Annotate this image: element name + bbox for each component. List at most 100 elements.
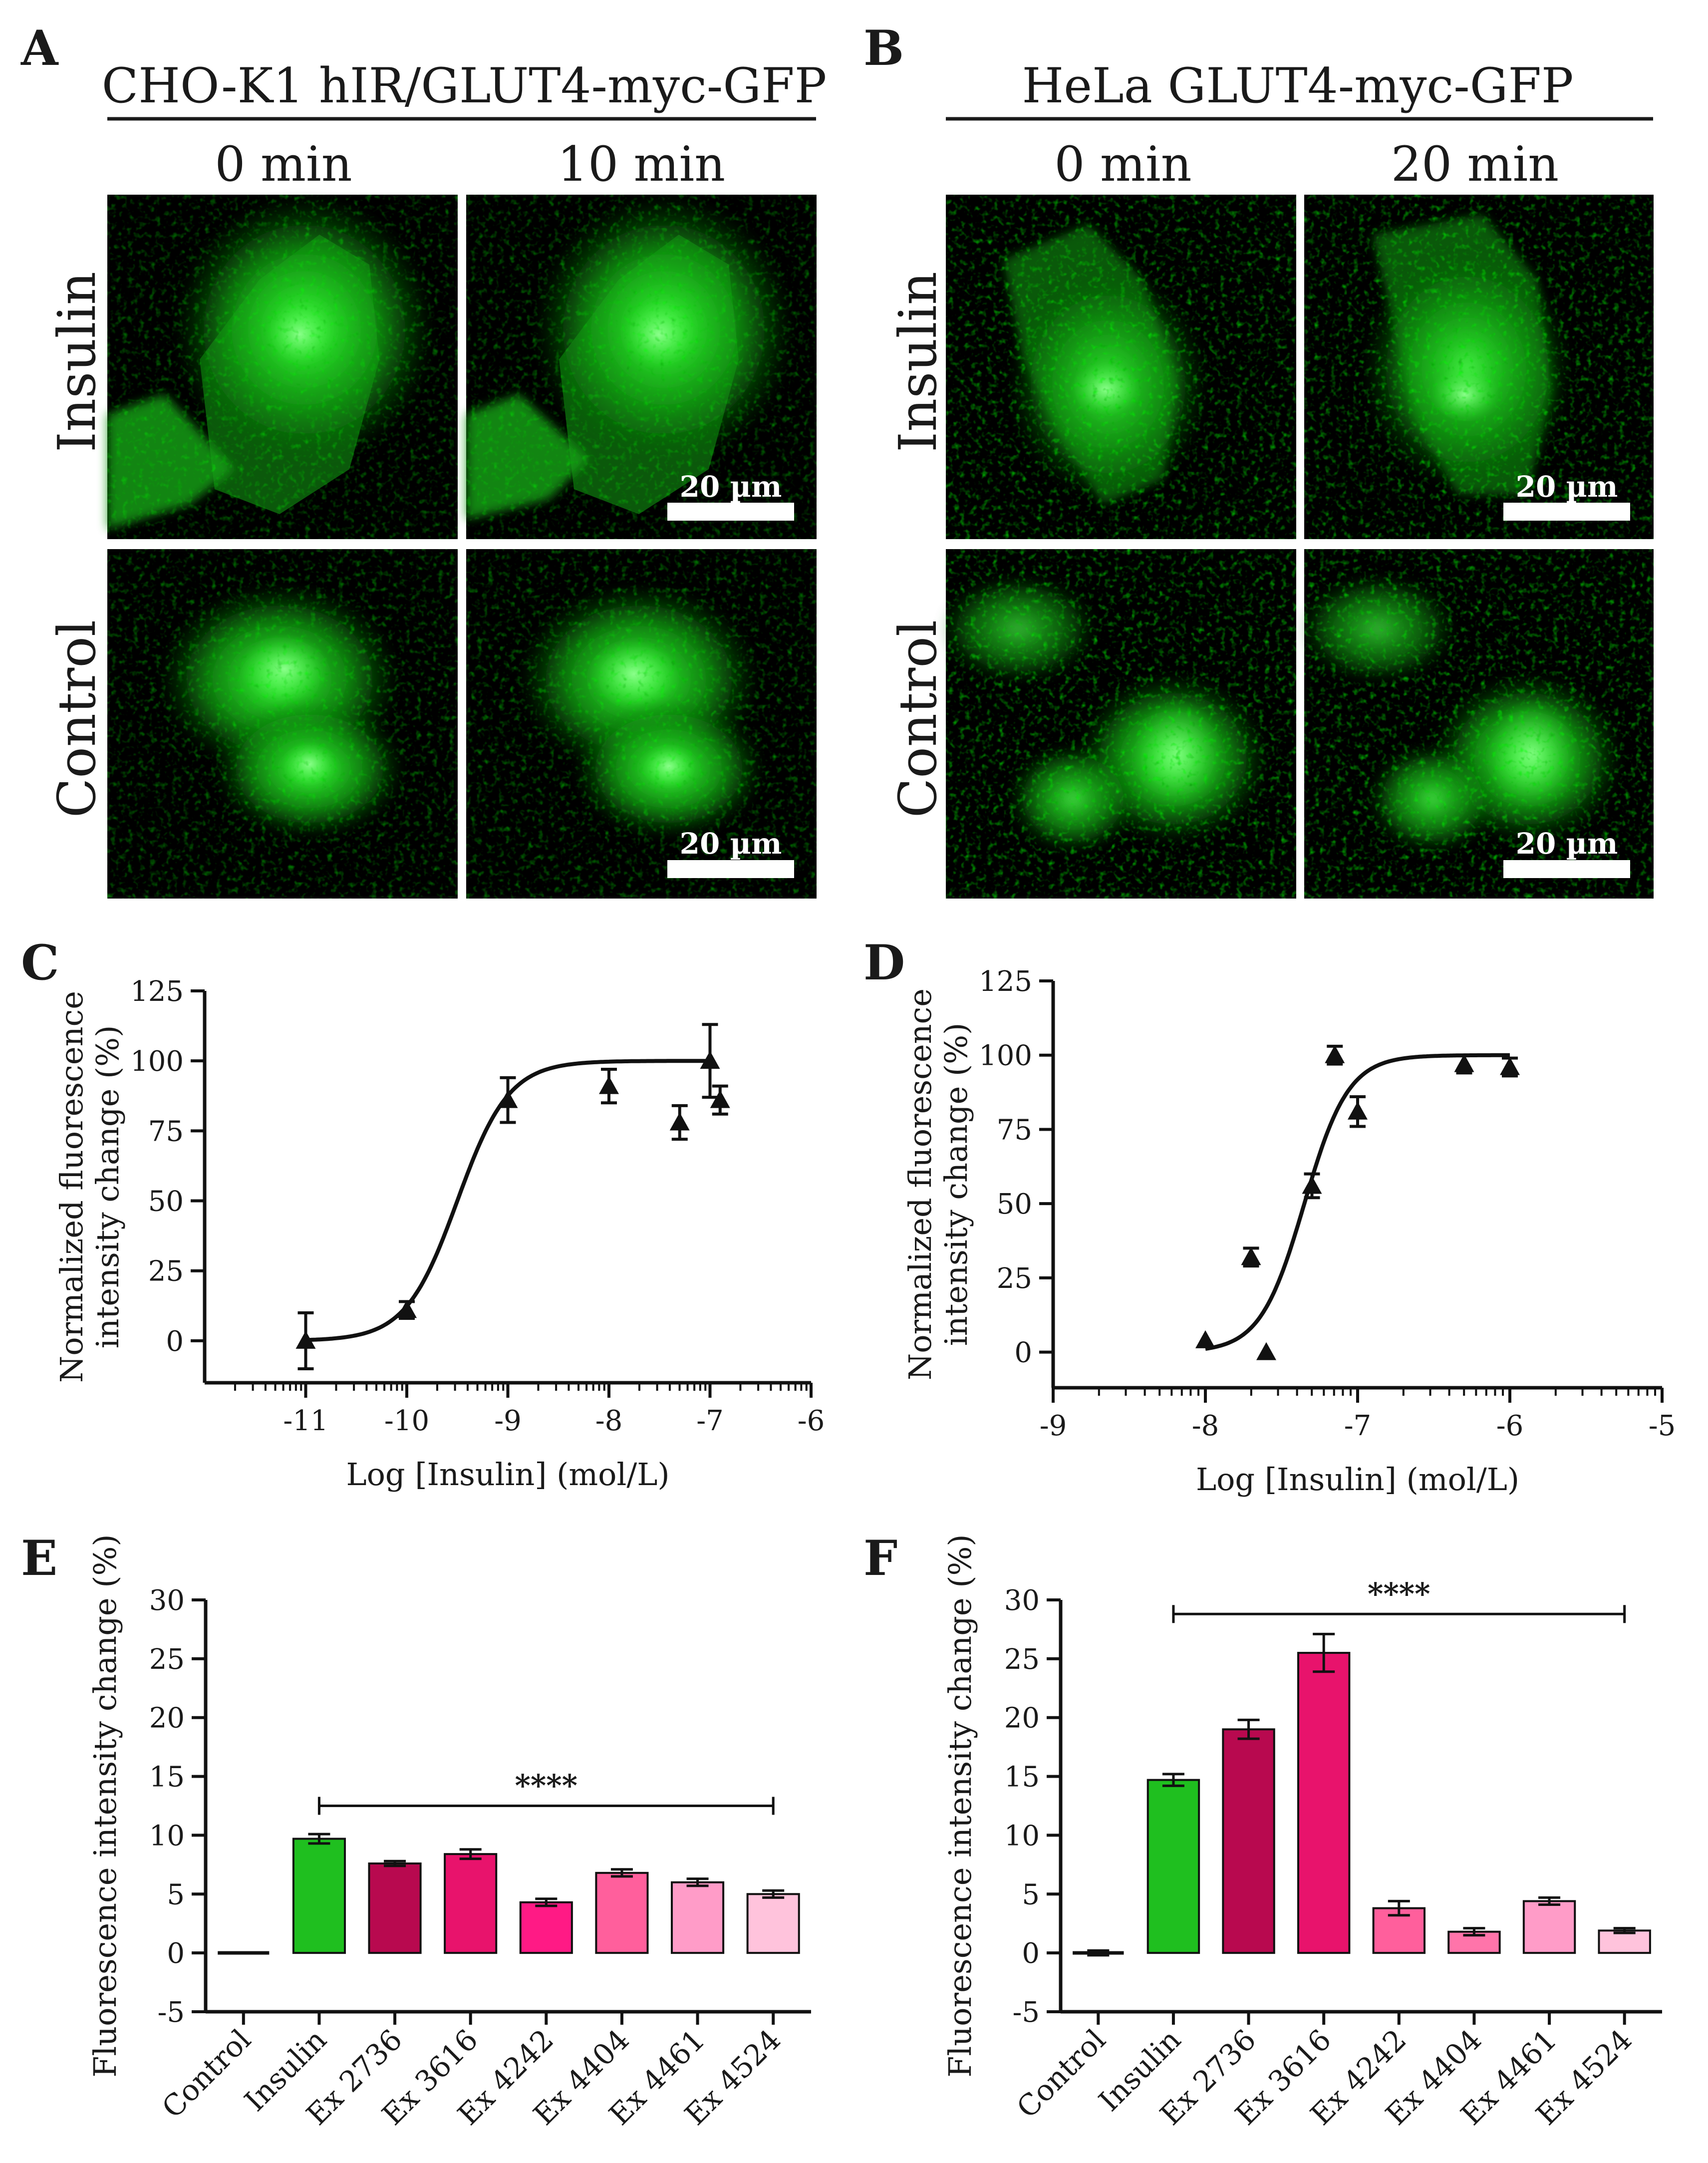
data-point-triangle — [397, 1300, 417, 1318]
panel-b-col-label-0: 0 min — [1054, 136, 1191, 192]
x-tick-label: -6 — [1496, 1410, 1524, 1442]
panel-a-row-label-insulin: Insulin — [46, 272, 107, 452]
panel-a-col-label-1: 10 min — [558, 136, 725, 192]
data-point-triangle — [700, 1051, 720, 1069]
y-tick-label: 25 — [148, 1255, 184, 1288]
y-tick-label: 10 — [149, 1820, 185, 1852]
x-tick-label: -9 — [494, 1405, 522, 1437]
panel-letter-d: D — [863, 934, 905, 991]
panel-a-col-label-0: 0 min — [215, 136, 352, 192]
x-tick-label: -8 — [1192, 1410, 1219, 1442]
panel-a: A CHO-K1 hIR/GLUT4-myc-GFP 0 min 10 min … — [20, 20, 827, 899]
x-tick-label: -10 — [384, 1405, 429, 1437]
y-tick-label: 20 — [149, 1702, 185, 1735]
y-tick-label: 100 — [979, 1040, 1032, 1072]
micrograph-a-control-10min: 20 µm — [466, 549, 817, 899]
scale-bar-label: 20 µm — [1516, 827, 1618, 861]
data-point-triangle — [1348, 1101, 1368, 1120]
data-point-triangle — [1454, 1054, 1474, 1072]
y-tick-label: 50 — [148, 1186, 184, 1218]
y-tick-label: 25 — [997, 1262, 1032, 1295]
scale-bar-label: 20 µm — [680, 827, 782, 861]
y-axis-label: Fluorescence intensity change (%) — [942, 1534, 978, 2077]
bar-ex-4461 — [671, 1881, 725, 1954]
y-tick-label: 25 — [149, 1643, 185, 1676]
y-tick-label: 125 — [979, 965, 1032, 998]
y-tick-label: -5 — [157, 1996, 185, 2029]
micrograph-b-insulin-20min: 20 µm — [1304, 195, 1654, 539]
micrograph-a-insulin-0min — [107, 195, 458, 539]
micrograph-a-control-0min — [107, 549, 458, 899]
bar-ex-2736 — [368, 1862, 422, 1954]
y-tick-label: 0 — [1014, 1337, 1032, 1369]
scale-bar — [1503, 860, 1630, 878]
panel-letter-c: C — [21, 934, 59, 991]
y-axis-label-line: intensity change (%) — [938, 1023, 974, 1346]
y-tick-label: 0 — [1022, 1937, 1040, 1970]
scale-bar-label: 20 µm — [1516, 470, 1618, 504]
data-point-triangle — [1195, 1330, 1215, 1348]
significance-label: **** — [1368, 1576, 1430, 1611]
y-tick-label: 10 — [1004, 1820, 1040, 1852]
chart-c-dose-response: 0 25 50 75 100 125 -11 -10 -9 -8 -7 -6 Log [Insulin]… — [53, 975, 825, 1493]
x-tick-label: -9 — [1040, 1410, 1067, 1442]
data-point-triangle — [1325, 1045, 1345, 1063]
data-point-triangle — [1500, 1057, 1520, 1075]
y-tick-label: 30 — [149, 1584, 185, 1617]
category-label: Control — [155, 2023, 257, 2125]
y-tick-label: 15 — [1004, 1761, 1040, 1794]
scale-bar — [667, 503, 794, 521]
micrograph-b-insulin-0min — [946, 195, 1296, 539]
panel-b-row-label-insulin: Insulin — [887, 272, 948, 452]
panel-letter-b: B — [863, 20, 904, 76]
panel-b: B HeLa GLUT4-myc-GFP 0 min 20 min Insuli… — [863, 20, 1654, 899]
y-tick-label: 75 — [997, 1114, 1032, 1146]
x-tick-label: -6 — [798, 1405, 825, 1437]
y-axis-label: Fluorescence intensity change (%) — [87, 1534, 123, 2077]
y-tick-label: 50 — [997, 1188, 1032, 1221]
y-axis-label-line: Normalized fluorescence — [53, 991, 90, 1383]
x-axis-label: Log [Insulin] (mol/L) — [346, 1456, 669, 1493]
y-tick-label: 25 — [1004, 1643, 1040, 1676]
micrograph-a-insulin-10min: 20 µm — [466, 195, 817, 539]
significance-label: **** — [515, 1769, 578, 1804]
scale-bar-label: 20 µm — [680, 470, 782, 504]
panel-b-title: HeLa GLUT4-myc-GFP — [1022, 58, 1573, 114]
scale-bar — [667, 860, 794, 878]
data-point-triangle — [498, 1090, 518, 1108]
data-point-triangle — [1241, 1247, 1261, 1265]
y-tick-label: 5 — [167, 1878, 185, 1911]
x-tick-label: -11 — [283, 1405, 328, 1437]
y-tick-label: 125 — [130, 975, 184, 1008]
y-tick-label: 5 — [1022, 1878, 1040, 1911]
y-axis-label: Normalized fluorescenceintensity change … — [902, 988, 974, 1380]
bar-ex-4404 — [595, 1871, 649, 1954]
y-tick-label: 0 — [167, 1937, 185, 1970]
bar-ex-4524 — [746, 1893, 800, 1954]
micrograph-b-control-0min — [938, 549, 1296, 899]
bar-ex-4242 — [519, 1901, 573, 1954]
x-tick-label: -7 — [696, 1405, 724, 1437]
bar-ex-4524 — [1598, 1929, 1651, 1954]
x-tick-label: -7 — [1344, 1410, 1372, 1442]
bar-ex-3616 — [1297, 1652, 1351, 1954]
panel-letter-f: F — [863, 1530, 897, 1586]
data-point-triangle — [1302, 1176, 1322, 1194]
data-point-triangle — [710, 1090, 730, 1108]
bar-ex-2736 — [1222, 1728, 1275, 1954]
x-tick-label: -8 — [595, 1405, 623, 1437]
y-tick-label: 0 — [166, 1325, 184, 1358]
panel-letter-a: A — [20, 20, 59, 76]
panel-letter-e: E — [21, 1530, 57, 1586]
y-axis-label-line: Normalized fluorescence — [902, 988, 938, 1380]
panel-a-row-label-control: Control — [46, 620, 107, 818]
panel-b-row-label-control: Control — [887, 620, 948, 818]
y-tick-label: 75 — [148, 1115, 184, 1148]
x-axis-label: Log [Insulin] (mol/L) — [1196, 1461, 1519, 1498]
bar-ex-3616 — [444, 1853, 498, 1954]
category-label: Control — [1010, 2023, 1112, 2125]
micrograph-b-control-20min: 20 µm — [1298, 549, 1654, 899]
chart-d-dose-response: 0 25 50 75 100 125 -9 -8 -7 -6 -5 Log [Insulin] (mo… — [902, 965, 1676, 1498]
